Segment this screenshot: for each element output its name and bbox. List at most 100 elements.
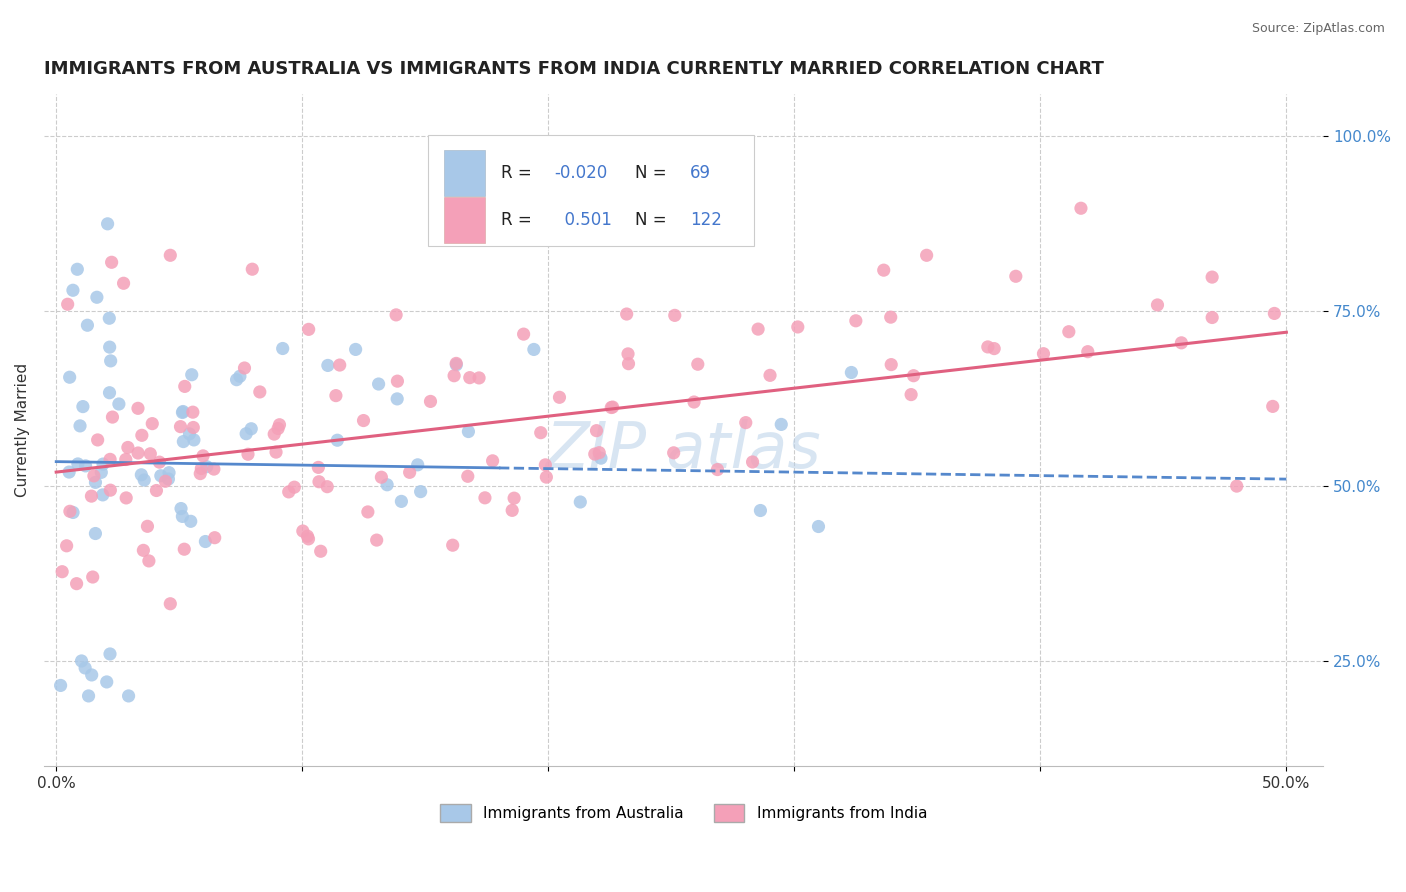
- Point: [56, 297, 79, 311]
- Point: [298, 322, 321, 336]
- Point: [770, 417, 793, 432]
- Point: [114, 452, 136, 467]
- Point: [326, 434, 349, 448]
- Point: [225, 373, 247, 387]
- Point: [112, 277, 135, 291]
- Point: [370, 470, 392, 484]
- Point: [474, 491, 496, 505]
- Point: [807, 519, 830, 533]
- Point: [127, 446, 149, 460]
- Text: IMMIGRANTS FROM AUSTRALIA VS IMMIGRANTS FROM INDIA CURRENTLY MARRIED CORRELATION: IMMIGRANTS FROM AUSTRALIA VS IMMIGRANTS …: [44, 60, 1104, 78]
- Point: [316, 359, 339, 373]
- Point: [183, 433, 205, 447]
- Point: [344, 343, 367, 357]
- Point: [845, 314, 868, 328]
- Point: [267, 421, 290, 435]
- Point: [98, 340, 121, 354]
- Point: [662, 446, 685, 460]
- Point: [159, 597, 181, 611]
- Point: [683, 395, 706, 409]
- Point: [169, 419, 191, 434]
- Point: [86, 433, 108, 447]
- Point: [100, 255, 122, 269]
- Point: [66, 457, 89, 471]
- Point: [589, 451, 612, 466]
- Point: [1032, 347, 1054, 361]
- Point: [82, 570, 104, 584]
- Point: [446, 358, 468, 372]
- Point: [1004, 269, 1026, 284]
- Point: [444, 356, 467, 370]
- Point: [1070, 201, 1092, 215]
- Text: ZIP atlas: ZIP atlas: [546, 419, 821, 482]
- Point: [155, 475, 177, 489]
- Point: [263, 427, 285, 442]
- Point: [98, 483, 121, 498]
- Point: [900, 387, 922, 401]
- Point: [686, 357, 709, 371]
- Point: [75, 661, 97, 675]
- Point: [138, 554, 160, 568]
- Point: [458, 370, 481, 384]
- Point: [149, 468, 172, 483]
- Point: [98, 647, 121, 661]
- Point: [141, 417, 163, 431]
- Point: [353, 413, 375, 427]
- Point: [441, 538, 464, 552]
- Point: [367, 377, 389, 392]
- Point: [194, 534, 217, 549]
- Text: R =: R =: [501, 164, 537, 182]
- Point: [375, 477, 398, 491]
- Point: [398, 466, 420, 480]
- Point: [617, 347, 640, 361]
- Point: [72, 400, 94, 414]
- Point: [1201, 310, 1223, 325]
- Text: 122: 122: [690, 211, 721, 229]
- Point: [741, 455, 763, 469]
- Point: [501, 503, 523, 517]
- Point: [236, 447, 259, 461]
- Point: [97, 217, 120, 231]
- Point: [58, 465, 80, 479]
- Point: [235, 426, 257, 441]
- Point: [406, 458, 429, 472]
- Point: [70, 654, 93, 668]
- Point: [1201, 270, 1223, 285]
- Point: [157, 466, 180, 480]
- FancyBboxPatch shape: [444, 197, 485, 244]
- Point: [569, 495, 592, 509]
- Point: [1261, 400, 1284, 414]
- Point: [1170, 335, 1192, 350]
- Point: [915, 248, 938, 262]
- Text: 0.501: 0.501: [554, 211, 612, 229]
- Point: [91, 457, 114, 471]
- Point: [202, 462, 225, 476]
- Point: [297, 529, 319, 543]
- Point: [616, 307, 638, 321]
- Point: [457, 425, 479, 439]
- Point: [190, 461, 212, 475]
- Point: [385, 308, 408, 322]
- Point: [747, 322, 769, 336]
- Point: [385, 392, 408, 406]
- Point: [357, 505, 380, 519]
- Point: [62, 506, 84, 520]
- Point: [134, 473, 156, 487]
- Point: [191, 449, 214, 463]
- Point: [240, 262, 263, 277]
- Point: [269, 417, 291, 432]
- Point: [127, 401, 149, 416]
- Point: [1263, 306, 1285, 320]
- Point: [59, 370, 82, 384]
- Point: [80, 489, 103, 503]
- Point: [59, 504, 82, 518]
- Point: [77, 689, 100, 703]
- Point: [880, 310, 903, 325]
- Point: [583, 447, 606, 461]
- Point: [84, 475, 107, 490]
- Point: [786, 320, 808, 334]
- Point: [181, 420, 204, 434]
- Point: [80, 668, 103, 682]
- Point: [83, 468, 105, 483]
- Point: [880, 358, 903, 372]
